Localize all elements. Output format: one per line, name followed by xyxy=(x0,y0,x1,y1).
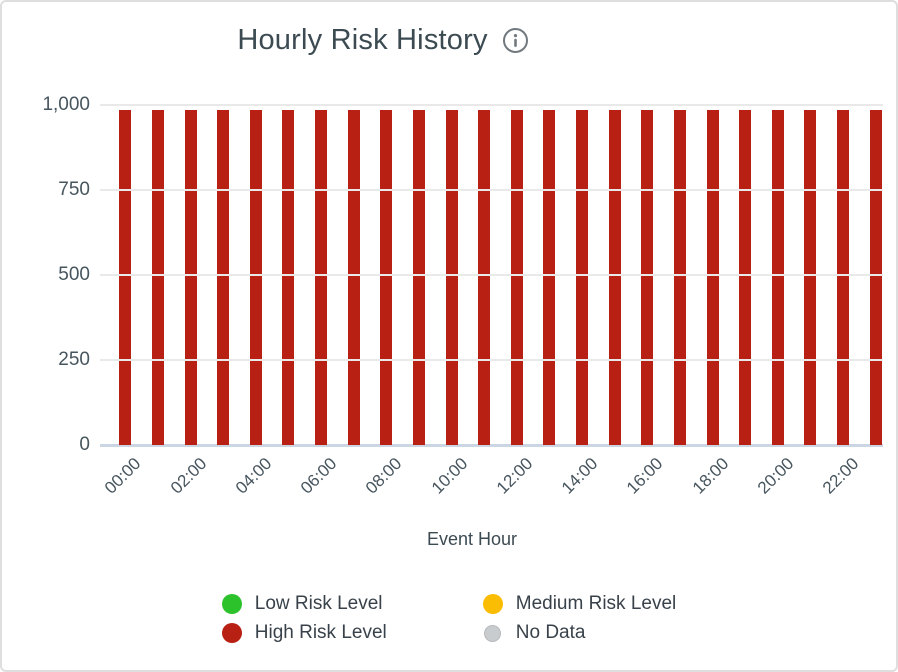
bar-hour-04:00[interactable] xyxy=(249,110,262,445)
bar-hour-08:00[interactable] xyxy=(380,110,393,445)
bar-hour-09:00[interactable] xyxy=(412,110,425,445)
bar-hour-11:00[interactable] xyxy=(478,110,491,445)
bar-hour-12:00[interactable] xyxy=(510,110,523,445)
y-tick-label: 0 xyxy=(79,434,90,455)
legend-item-low-risk-level[interactable]: Low Risk Level xyxy=(221,593,387,614)
legend-item-no-data[interactable]: No Data xyxy=(483,623,677,643)
bar-hour-19:00[interactable] xyxy=(739,110,752,445)
bar-hour-17:00[interactable] xyxy=(673,110,686,445)
bar-hour-03:00[interactable] xyxy=(217,110,230,445)
chart-title: Hourly Risk History xyxy=(237,24,488,56)
x-tick-label-18:00: 18:00 xyxy=(688,454,732,498)
bar-hour-06:00[interactable] xyxy=(315,110,328,445)
legend-item-high-risk-level[interactable]: High Risk Level xyxy=(221,622,387,643)
y-tick-label: 750 xyxy=(58,179,90,200)
gridline-y-250 xyxy=(100,359,883,361)
legend-label: High Risk Level xyxy=(254,622,387,643)
legend-label: No Data xyxy=(515,622,586,643)
bar-hour-16:00[interactable] xyxy=(641,110,654,445)
chart-header: Hourly Risk History xyxy=(2,24,764,57)
bar-hour-05:00[interactable] xyxy=(282,110,295,445)
bar-hour-13:00[interactable] xyxy=(543,110,556,445)
legend-label: Medium Risk Level xyxy=(515,593,677,614)
bar-hour-07:00[interactable] xyxy=(347,110,360,445)
legend-swatch-icon xyxy=(221,623,242,643)
legend-swatch-icon xyxy=(482,594,503,614)
legend-item-medium-risk-level[interactable]: Medium Risk Level xyxy=(482,593,677,614)
bar-hour-22:00[interactable] xyxy=(837,110,850,445)
y-tick-label: 1,000 xyxy=(42,94,90,115)
bar-hour-01:00[interactable] xyxy=(151,110,164,445)
x-axis-title: Event Hour xyxy=(426,529,518,549)
bar-hour-21:00[interactable] xyxy=(804,110,817,445)
gridline-y-750 xyxy=(100,189,883,191)
legend-column-1: Low Risk Level High Risk Level xyxy=(221,593,387,643)
y-tick-label: 250 xyxy=(58,349,90,370)
x-tick-label-12:00: 12:00 xyxy=(492,454,537,498)
x-tick-label-16:00: 16:00 xyxy=(623,454,667,498)
legend-column-2: Medium Risk Level No Data xyxy=(482,593,677,643)
chart-legend: Low Risk Level High Risk Level Medium Ris… xyxy=(2,594,896,643)
gridline-y-500 xyxy=(100,274,883,276)
bar-hour-14:00[interactable] xyxy=(576,110,589,445)
x-tick-label-00:00: 00:00 xyxy=(101,454,145,498)
bar-hour-18:00[interactable] xyxy=(706,110,719,445)
x-tick-label-22:00: 22:00 xyxy=(818,454,863,498)
gridline-y-1000 xyxy=(100,104,883,106)
bar-hour-23:00[interactable] xyxy=(869,110,882,445)
bar-hour-20:00[interactable] xyxy=(771,110,784,445)
legend-swatch-icon xyxy=(221,594,242,614)
bar-hour-02:00[interactable] xyxy=(184,110,197,445)
legend-label: Low Risk Level xyxy=(254,593,383,614)
x-tick-label-04:00: 04:00 xyxy=(231,454,276,498)
x-axis-line xyxy=(100,444,883,447)
bar-hour-10:00[interactable] xyxy=(445,110,458,445)
x-tick-label-08:00: 08:00 xyxy=(362,454,406,498)
x-tick-label-10:00: 10:00 xyxy=(427,454,471,498)
bar-series-high-risk xyxy=(109,105,892,445)
x-tick-label-20:00: 20:00 xyxy=(753,454,798,498)
x-tick-label-06:00: 06:00 xyxy=(296,454,341,498)
x-tick-label-02:00: 02:00 xyxy=(166,454,210,498)
x-tick-label-14:00: 14:00 xyxy=(557,454,602,498)
bar-hour-00:00[interactable] xyxy=(119,110,132,445)
legend-swatch-icon xyxy=(484,624,502,642)
info-icon[interactable] xyxy=(502,27,529,54)
plot-area xyxy=(100,104,883,447)
y-tick-label: 500 xyxy=(58,264,90,285)
bar-hour-15:00[interactable] xyxy=(608,110,621,445)
